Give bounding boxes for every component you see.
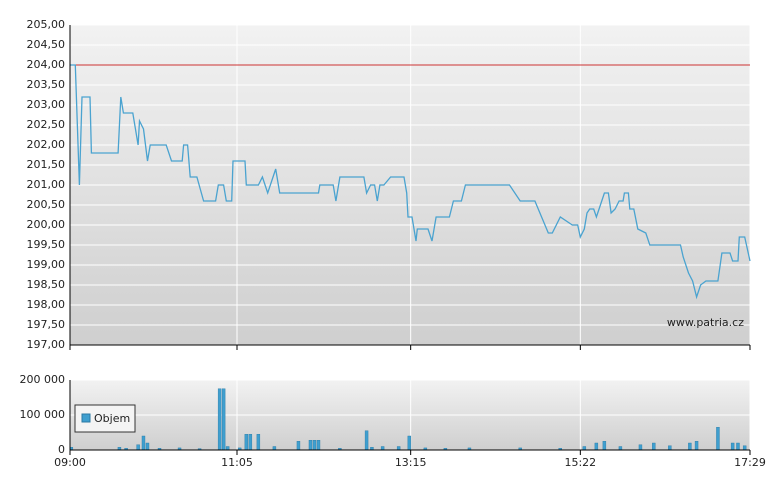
volume-bar bbox=[618, 446, 623, 451]
volume-bar bbox=[312, 440, 317, 451]
y-tick-label: 203,50 bbox=[27, 78, 66, 91]
x-tick-label: 17:29 bbox=[734, 456, 766, 469]
x-tick-label: 11:05 bbox=[221, 456, 253, 469]
watermark: www.patria.cz bbox=[667, 316, 744, 329]
volume-bar bbox=[396, 446, 401, 451]
volume-bar bbox=[364, 430, 369, 451]
y-tick-label: 198,00 bbox=[27, 298, 66, 311]
y-tick-label: 202,50 bbox=[27, 118, 66, 131]
volume-bar bbox=[296, 441, 301, 451]
y-tick-label: 203,00 bbox=[27, 98, 66, 111]
volume-bar bbox=[141, 435, 146, 451]
volume-bar bbox=[716, 427, 720, 451]
volume-bar bbox=[652, 442, 656, 451]
y-tick-label: 197,50 bbox=[27, 318, 66, 331]
volume-bar bbox=[316, 440, 321, 451]
volume-bar bbox=[248, 434, 253, 451]
volume-bar bbox=[380, 446, 385, 451]
volume-bar bbox=[407, 435, 412, 451]
volume-bar bbox=[136, 444, 140, 451]
volume-bar bbox=[221, 388, 226, 451]
volume-bar bbox=[736, 442, 740, 451]
volume-bar bbox=[217, 388, 222, 451]
volume-bar bbox=[730, 442, 735, 451]
y-tick-label: 100 000 bbox=[20, 408, 66, 421]
legend-label: Objem bbox=[94, 412, 130, 425]
volume-bar bbox=[225, 446, 230, 451]
price-line bbox=[70, 64, 751, 300]
volume-bar bbox=[145, 442, 150, 451]
legend-swatch bbox=[81, 413, 91, 423]
y-tick-label: 201,50 bbox=[27, 158, 66, 171]
y-tick-label: 201,00 bbox=[27, 178, 66, 191]
y-tick-label: 198,50 bbox=[27, 278, 66, 291]
y-tick-label: 199,50 bbox=[27, 238, 66, 251]
y-tick-label: 205,00 bbox=[27, 18, 66, 31]
volume-bar bbox=[638, 444, 643, 451]
y-tick-label: 202,00 bbox=[27, 138, 66, 151]
volume-bar bbox=[272, 446, 277, 451]
volume-bar bbox=[602, 441, 607, 451]
y-tick-label: 200,50 bbox=[27, 198, 66, 211]
y-tick-label: 0 bbox=[58, 443, 65, 456]
volume-bar bbox=[244, 434, 249, 451]
x-tick-label: 13:15 bbox=[395, 456, 427, 469]
volume-bar bbox=[582, 446, 587, 451]
volume-bar bbox=[688, 442, 692, 451]
y-tick-label: 197,00 bbox=[27, 338, 66, 351]
y-tick-label: 200 000 bbox=[20, 373, 66, 386]
volume-bar bbox=[256, 434, 261, 451]
x-tick-label: 09:00 bbox=[54, 456, 86, 469]
volume-bar bbox=[694, 441, 699, 451]
y-tick-label: 199,00 bbox=[27, 258, 66, 271]
y-tick-label: 204,50 bbox=[27, 38, 66, 51]
volume-bar bbox=[668, 445, 672, 451]
y-tick-label: 204,00 bbox=[27, 58, 66, 71]
volume-bar bbox=[742, 445, 747, 451]
x-tick-label: 15:22 bbox=[564, 456, 596, 469]
volume-bar bbox=[308, 440, 313, 451]
y-tick-label: 200,00 bbox=[27, 218, 66, 231]
volume-bar bbox=[594, 442, 599, 451]
